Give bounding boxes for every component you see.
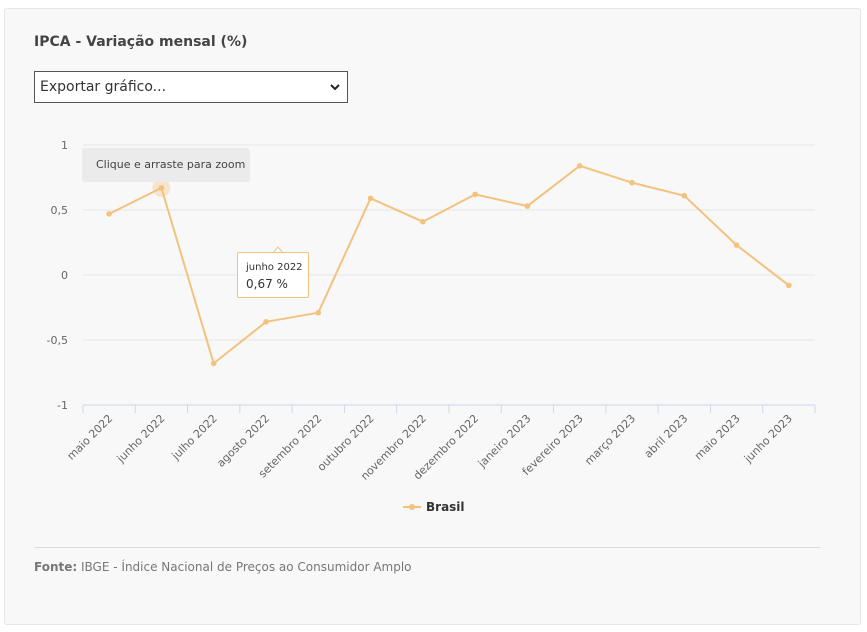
export-chart-select[interactable]: Exportar gráfico... xyxy=(34,71,348,103)
x-tick-label: janeiro 2023 xyxy=(475,412,534,471)
data-point xyxy=(576,163,583,169)
x-tick-label: abril 2023 xyxy=(642,412,691,461)
x-tick-label: maio 2022 xyxy=(65,412,116,463)
x-tick-label: agosto 2022 xyxy=(214,412,272,470)
x-tick-label: maio 2023 xyxy=(692,412,743,463)
x-tick-label: junho 2023 xyxy=(741,412,795,466)
source-note: Fonte: IBGE - Índice Nacional de Preços … xyxy=(34,560,412,574)
data-point xyxy=(367,195,374,202)
legend-marker xyxy=(409,504,415,510)
source-text: IBGE - Índice Nacional de Preços ao Cons… xyxy=(81,560,412,574)
data-point xyxy=(472,191,478,198)
export-select-value: Exportar gráfico... xyxy=(40,79,167,95)
x-tick-label: julho 2022 xyxy=(169,412,220,463)
series-line-brasil xyxy=(108,164,790,365)
y-tick-label: 0 xyxy=(61,269,68,282)
x-tick-label: março 2023 xyxy=(582,412,638,468)
data-point xyxy=(681,192,688,199)
data-point xyxy=(420,218,426,225)
data-tooltip: junho 2022 0,67 % xyxy=(237,252,309,298)
chevron-down-icon xyxy=(330,84,340,91)
data-point xyxy=(106,211,112,217)
data-point xyxy=(524,203,531,209)
chart-title: IPCA - Variação mensal (%) xyxy=(34,34,248,50)
data-point xyxy=(158,185,165,191)
footer-divider xyxy=(34,547,820,548)
y-tick-label: 1 xyxy=(61,139,68,152)
zoom-hint-text: Clique e arraste para zoom xyxy=(96,158,246,171)
chart-card xyxy=(4,8,861,625)
data-point xyxy=(733,242,740,248)
data-point xyxy=(210,360,217,367)
source-label: Fonte: xyxy=(34,560,78,574)
tooltip-pointer xyxy=(272,246,284,254)
data-point xyxy=(629,179,635,186)
tooltip-label: junho 2022 xyxy=(246,262,303,273)
data-point xyxy=(315,309,322,316)
x-tick-label: junho 2022 xyxy=(114,412,168,466)
y-tick-label: -0,5 xyxy=(47,334,68,347)
y-tick-label: -1 xyxy=(57,399,68,412)
y-tick-label: 0,5 xyxy=(51,204,69,217)
data-point xyxy=(263,319,269,325)
zoom-hint: Clique e arraste para zoom xyxy=(82,148,250,182)
data-point xyxy=(786,282,792,289)
tooltip-value: 0,67 % xyxy=(246,277,288,291)
legend-label-brasil: Brasil xyxy=(426,500,465,514)
